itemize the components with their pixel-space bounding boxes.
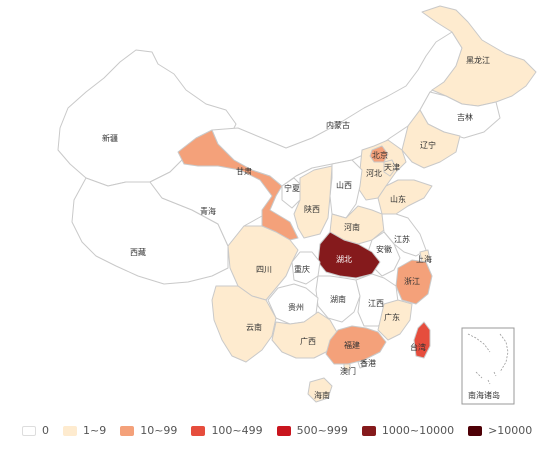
legend-swatch [361,425,376,436]
province-label-taiwan: 台湾 [410,342,426,352]
inset-coastline [467,333,509,385]
province-label-shaanxi: 陕西 [304,204,320,214]
province-hainan[interactable] [307,377,333,403]
legend-label: 10~99 [140,424,178,437]
province-label-anhui: 安徽 [376,244,392,254]
province-hubei[interactable] [317,231,381,279]
province-label-tianjin: 天津 [384,162,400,172]
province-label-guangxi: 广西 [300,336,316,346]
province-label-liaoning: 辽宁 [420,140,436,150]
legend-swatch [120,425,135,436]
label-layer: 新疆 西藏 青海 甘肃 内蒙古 黑龙江 吉林 辽宁 北京 天津 河北 山西 山东… [102,55,490,400]
legend-label: 500~999 [296,424,348,437]
province-label-hebei: 河北 [366,168,382,178]
province-label-hainan: 海南 [314,390,330,400]
province-label-sichuan: 四川 [256,265,272,274]
legend-item[interactable]: 1~9 [63,424,106,437]
province-label-chongqing: 重庆 [294,264,310,274]
legend-swatch [468,425,483,436]
legend-label: 1~9 [83,424,107,437]
province-label-gansu: 甘肃 [236,166,252,176]
province-taiwan[interactable] [413,321,431,359]
legend-swatch [22,425,36,436]
province-label-hubei: 湖北 [336,255,352,264]
province-label-shandong: 山东 [390,194,406,204]
province-label-beijing: 北京 [372,150,388,160]
province-label-macau: 澳门 [340,366,356,376]
province-label-shanxi: 山西 [336,180,352,190]
province-label-jiangsu: 江苏 [394,234,410,244]
province-label-jiangxi: 江西 [368,299,384,308]
legend-item[interactable]: 10~99 [120,424,177,437]
province-label-hunan: 湖南 [330,294,346,304]
province-layer [57,5,537,403]
province-label-heilongjiang: 黑龙江 [466,55,490,65]
legend-item[interactable]: >10000 [468,424,532,437]
province-label-shanghai: 上海 [416,254,432,264]
province-tianjin[interactable] [383,159,397,177]
province-yunnan[interactable] [211,285,277,363]
province-liaoning[interactable] [401,109,461,169]
legend-label: 100~499 [211,424,263,437]
legend-label: >10000 [488,424,533,437]
province-label-xizang: 西藏 [130,247,146,257]
province-guizhou[interactable] [267,283,319,325]
province-label-guizhou: 贵州 [288,302,304,312]
province-label-yunnan: 云南 [246,322,262,332]
legend-swatch [276,425,291,436]
province-label-henan: 河南 [344,222,360,232]
province-label-fujian: 广东 [384,312,400,322]
legend-item[interactable]: 1000~10000 [361,424,455,437]
province-fujian[interactable] [377,299,413,341]
province-shaanxi[interactable] [293,165,333,239]
legend-swatch [191,425,206,436]
south-china-sea-inset: 南海诸岛 [461,327,515,405]
legend-label: 0 [42,424,49,437]
province-label-guangdong: 福建 [344,340,360,350]
province-label-xinjiang: 新疆 [102,133,118,143]
province-label-neimenggu: 内蒙古 [326,120,350,130]
province-label-jilin: 吉林 [457,112,473,122]
province-chongqing[interactable] [291,251,321,285]
legend-swatch [63,425,77,436]
province-macau[interactable] [343,363,351,371]
province-zhejiang[interactable] [395,259,433,305]
province-hongkong[interactable] [357,359,367,369]
legend: 0 1~9 10~99 100~499 500~999 1000~10000 >10000 [22,424,546,437]
province-label-hongkong: 香港 [360,358,376,368]
inset-label: 南海诸岛 [468,390,500,400]
province-label-zhejiang: 浙江 [404,276,420,286]
province-guangdong[interactable] [325,325,387,365]
legend-item[interactable]: 500~999 [276,424,348,437]
legend-item[interactable]: 0 [22,424,49,437]
province-shanghai[interactable] [419,249,431,263]
province-label-qinghai: 青海 [200,206,216,216]
legend-item[interactable]: 100~499 [191,424,263,437]
legend-label: 1000~10000 [381,424,455,437]
province-label-ningxia: 宁夏 [284,183,300,193]
